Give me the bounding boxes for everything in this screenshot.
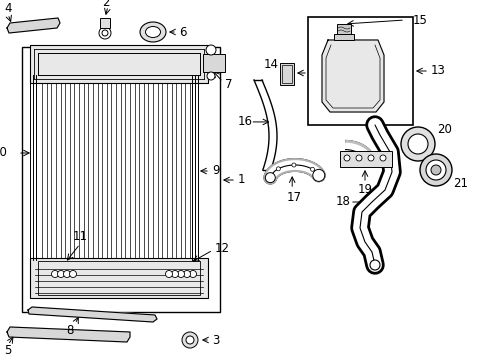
Circle shape [367, 155, 373, 161]
Circle shape [102, 30, 108, 36]
Text: 20: 20 [436, 123, 451, 136]
Circle shape [99, 27, 111, 39]
Circle shape [189, 270, 196, 278]
Polygon shape [7, 18, 60, 33]
Text: 11: 11 [73, 230, 88, 243]
Bar [38, 53, 200, 75]
Circle shape [425, 160, 445, 180]
Text: 21: 21 [452, 177, 467, 190]
Bar [30, 45, 207, 83]
Bar [100, 18, 110, 28]
Circle shape [291, 163, 295, 167]
Circle shape [312, 169, 324, 181]
Circle shape [182, 332, 198, 348]
Circle shape [407, 134, 427, 154]
Circle shape [343, 155, 349, 161]
Ellipse shape [140, 22, 165, 42]
Bar [203, 54, 224, 72]
Circle shape [177, 270, 184, 278]
Text: 16: 16 [237, 116, 252, 129]
Bar [22, 47, 220, 312]
Circle shape [379, 155, 385, 161]
Bar [280, 63, 293, 85]
Circle shape [369, 260, 379, 270]
Bar [30, 45, 207, 83]
Circle shape [165, 270, 172, 278]
Circle shape [51, 270, 59, 278]
Circle shape [206, 72, 215, 80]
Text: 18: 18 [335, 195, 350, 208]
Circle shape [265, 173, 275, 183]
Bar [307, 17, 412, 125]
Text: 4: 4 [4, 3, 12, 15]
Circle shape [171, 270, 178, 278]
Polygon shape [28, 307, 157, 322]
Circle shape [400, 127, 434, 161]
Ellipse shape [145, 27, 160, 37]
Circle shape [183, 270, 190, 278]
Text: 12: 12 [215, 242, 229, 255]
Text: 10: 10 [0, 147, 8, 159]
Circle shape [355, 155, 361, 161]
Bar [336, 24, 350, 34]
Text: 7: 7 [224, 77, 232, 90]
Bar [30, 258, 207, 298]
Text: 5: 5 [4, 343, 11, 356]
Circle shape [58, 270, 64, 278]
Circle shape [419, 154, 451, 186]
Polygon shape [321, 40, 383, 112]
Text: 19: 19 [357, 184, 372, 197]
Text: 17: 17 [285, 190, 301, 204]
Polygon shape [7, 327, 130, 342]
Bar [333, 34, 353, 40]
Circle shape [63, 270, 70, 278]
Circle shape [430, 165, 440, 175]
Circle shape [276, 167, 280, 171]
Text: 15: 15 [412, 13, 427, 27]
Text: 2: 2 [102, 0, 109, 9]
Text: 8: 8 [66, 324, 73, 337]
Circle shape [69, 270, 76, 278]
Circle shape [205, 45, 216, 55]
Circle shape [310, 167, 314, 171]
Text: 6: 6 [179, 26, 186, 39]
Bar [38, 261, 200, 295]
Bar [339, 151, 391, 167]
Circle shape [185, 336, 194, 344]
Bar [282, 65, 291, 83]
Text: 13: 13 [430, 64, 445, 77]
Text: 1: 1 [238, 174, 245, 186]
Text: 9: 9 [212, 165, 219, 177]
Text: 3: 3 [212, 333, 219, 346]
Text: 14: 14 [264, 58, 279, 72]
